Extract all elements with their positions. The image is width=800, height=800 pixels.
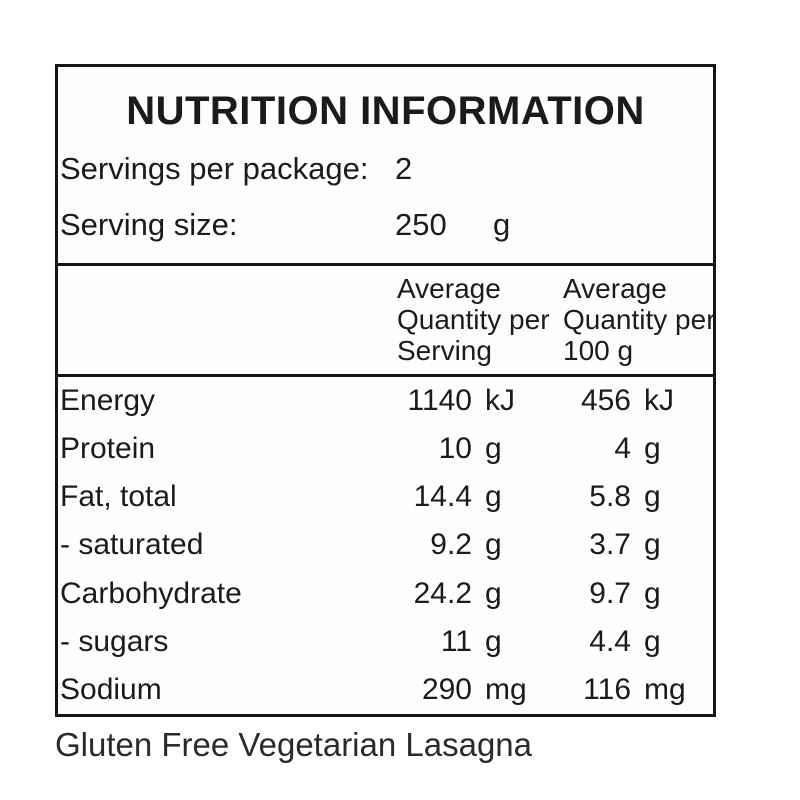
per-serving-header-line1: Average: [397, 273, 501, 304]
product-name-caption: Gluten Free Vegetarian Lasagna: [55, 726, 533, 763]
column-header-per-100g: Average Quantity per 100 g: [563, 273, 716, 371]
per-serving-quantity: 10: [438, 432, 472, 466]
per-100g-quantity: 4: [614, 432, 631, 466]
per-serving-unit: g: [485, 624, 502, 658]
serving-size-label: Serving size:: [60, 207, 238, 242]
per-serving-unit: kJ: [485, 384, 515, 418]
divider-above-data-rows: [58, 374, 713, 377]
per-100g-quantity: 3.7: [589, 528, 631, 562]
per-serving-unit: g: [485, 576, 502, 610]
per-100g-unit: g: [644, 576, 661, 610]
per-100g-quantity: 9.7: [589, 576, 631, 610]
per-100g-quantity: 4.4: [589, 624, 631, 658]
nutrient-name: Protein: [60, 432, 156, 466]
nutrient-name: Carbohydrate: [60, 576, 242, 610]
per-100g-unit: g: [644, 528, 661, 562]
per-100g-header-line2: Quantity per: [563, 304, 716, 335]
nutrient-name: Energy: [60, 384, 156, 418]
serving-size-row: Serving size: 250 g: [58, 207, 713, 243]
column-headers-row: Average Quantity per Serving Average Qua…: [58, 266, 716, 371]
table-row-sodium: Sodium 290 mg 116 mg: [58, 666, 713, 714]
per-serving-header-line2: Quantity per: [397, 304, 550, 335]
servings-per-package-row: Servings per package: 2: [58, 151, 713, 187]
per-serving-quantity: 11: [440, 624, 472, 658]
per-serving-unit: mg: [485, 672, 527, 706]
per-100g-unit: g: [644, 624, 661, 658]
table-row-sugars: - sugars 11 g 4.4 g: [58, 618, 713, 666]
per-100g-quantity: 5.8: [589, 480, 631, 514]
serving-size-unit: g: [493, 207, 511, 242]
per-serving-unit: g: [485, 528, 502, 562]
per-serving-quantity: 290: [421, 672, 472, 706]
per-serving-quantity: 1140: [407, 384, 472, 418]
table-row-fat-total: Fat, total 14.4 g 5.8 g: [58, 473, 713, 521]
per-100g-unit: g: [644, 480, 661, 514]
per-serving-unit: g: [485, 432, 502, 466]
nutrition-title: NUTRITION INFORMATION: [126, 89, 645, 133]
divider-above-headers: [58, 263, 713, 266]
per-serving-unit: g: [485, 480, 502, 514]
serving-size-value: 250: [395, 207, 447, 242]
nutrient-name: - sugars: [60, 624, 169, 658]
servings-per-package-value: 2: [395, 151, 413, 186]
per-100g-header-line3: 100 g: [563, 335, 634, 366]
per-serving-header-line3: Serving: [397, 335, 492, 366]
per-100g-unit: kJ: [644, 384, 674, 418]
servings-per-package-label: Servings per package:: [60, 151, 369, 186]
nutrition-label-panel: NUTRITION INFORMATION Servings per packa…: [55, 64, 716, 717]
column-header-per-serving: Average Quantity per Serving: [397, 273, 563, 371]
per-serving-quantity: 9.2: [430, 528, 472, 562]
table-row-carbohydrate: Carbohydrate 24.2 g 9.7 g: [58, 570, 713, 618]
column-headers-spacer: [58, 273, 397, 371]
table-row-saturated-fat: - saturated 9.2 g 3.7 g: [58, 521, 713, 569]
per-100g-quantity: 456: [580, 384, 631, 418]
nutrient-name: Fat, total: [60, 480, 177, 514]
nutrient-name: Sodium: [60, 672, 162, 706]
per-serving-quantity: 24.2: [413, 576, 472, 610]
per-100g-header-line1: Average: [563, 273, 667, 304]
table-row-energy: Energy 1140 kJ 456 kJ: [58, 377, 713, 425]
table-row-protein: Protein 10 g 4 g: [58, 425, 713, 473]
per-serving-quantity: 14.4: [413, 480, 472, 514]
per-100g-unit: g: [644, 432, 661, 466]
nutrient-name: - saturated: [60, 528, 204, 562]
nutrient-table-body: Energy 1140 kJ 456 kJ Protein 10 g 4 g F…: [58, 377, 713, 714]
per-100g-unit: mg: [644, 672, 686, 706]
per-100g-quantity: 116: [583, 672, 631, 706]
